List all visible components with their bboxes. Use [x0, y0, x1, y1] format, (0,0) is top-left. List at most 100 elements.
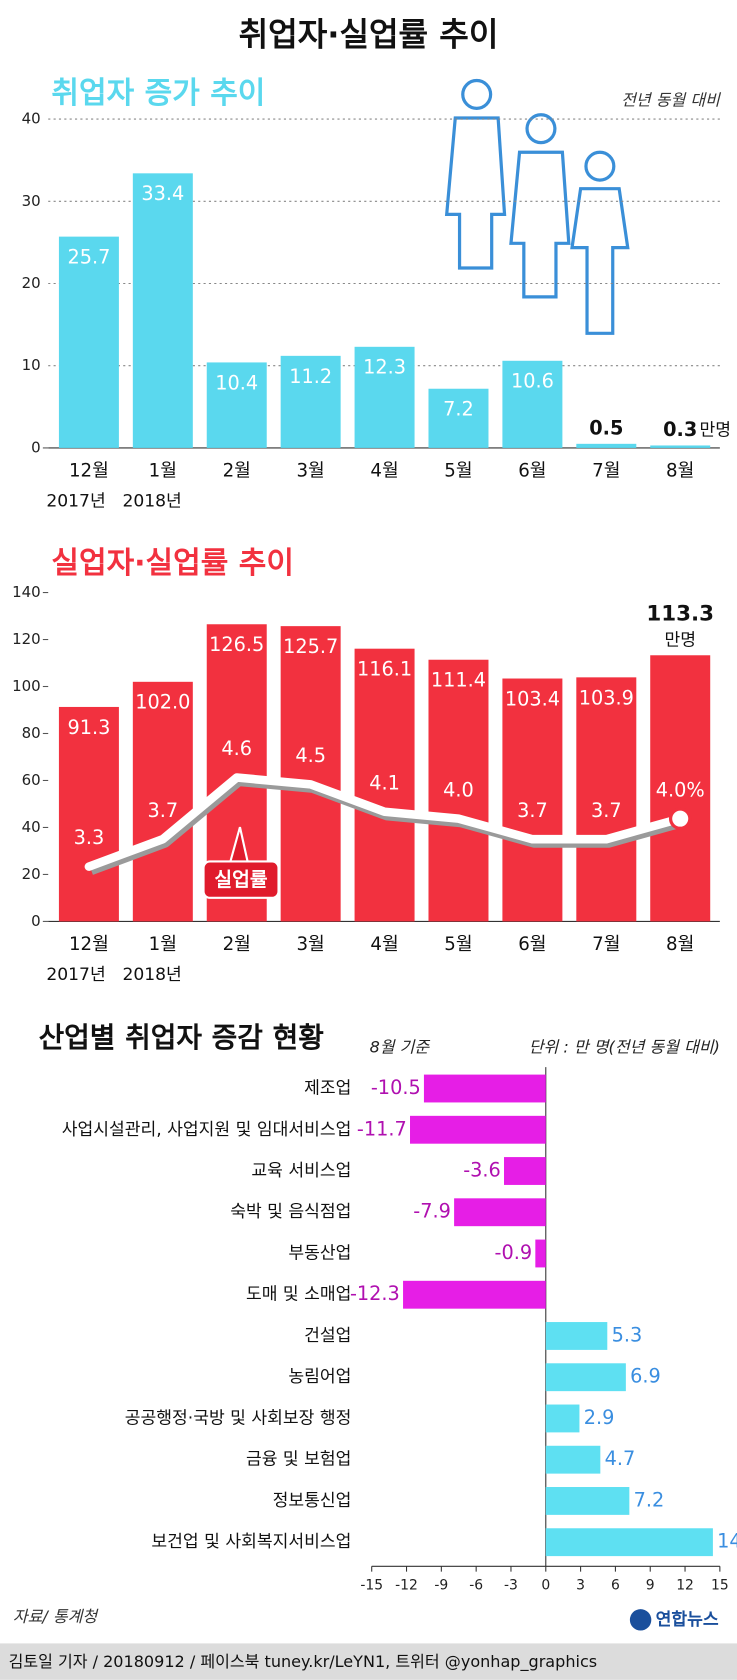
y-tick-label: 60: [22, 771, 41, 789]
x-tick-label: 5월: [444, 461, 472, 482]
y-tick-label: 제조업: [304, 1079, 351, 1099]
legend-label: 실업률: [214, 868, 267, 891]
value-label: 12.3: [363, 356, 406, 379]
rate-label: 3.7: [148, 799, 179, 822]
x-tick-label: 0: [541, 1578, 550, 1594]
chart-title: 산업별 취업자 증감 현황: [39, 1021, 325, 1054]
x-tick-label: 4월: [370, 461, 398, 482]
value-label: -10.5: [371, 1076, 421, 1099]
x-tick-label: 1월: [149, 461, 177, 482]
x-tick-label: 7월: [592, 461, 620, 482]
bar: [206, 362, 267, 448]
x-tick-label: 15: [711, 1578, 729, 1594]
rate-label: 3.7: [591, 799, 622, 822]
value-label: 10.6: [511, 370, 554, 393]
x-tick-label: 3월: [296, 461, 324, 482]
value-label: 102.0: [135, 691, 190, 714]
x-tick-label: 12월: [69, 461, 109, 482]
value-label: 0.3: [663, 418, 697, 441]
unit-label: 만명: [700, 420, 732, 440]
x-tick-label: -3: [504, 1578, 518, 1594]
year-label: 2017년: [46, 965, 105, 985]
y-tick-label: 40: [22, 110, 41, 128]
x-tick-label: 8월: [666, 461, 694, 482]
y-tick-label: 80: [22, 724, 41, 742]
y-tick-label: 부동산업: [288, 1243, 351, 1263]
y-tick-label: 사업시설관리, 사업지원 및 임대서비스업: [62, 1120, 352, 1140]
x-tick-label: -12: [395, 1578, 418, 1594]
bar: [354, 346, 415, 448]
unit-note: 단위 : 만 명(전년 동월 대비): [529, 1037, 720, 1056]
bar: [576, 443, 637, 448]
chart-note: 전년 동월 대비: [621, 90, 721, 109]
credit: 김토일 기자 / 20180912 / 페이스북 tuney.kr/LeYN1,…: [9, 1652, 598, 1672]
bar: [535, 1239, 546, 1268]
bar: [58, 236, 119, 448]
bar: [428, 388, 489, 448]
value-label: -12.3: [350, 1282, 400, 1305]
x-tick-label: 4월: [370, 934, 398, 955]
x-tick-label: 6월: [518, 934, 546, 955]
y-tick-label: 정보통신업: [273, 1491, 352, 1511]
y-tick-label: 공공행정·국방 및 사회보장 행정: [125, 1408, 352, 1428]
bar: [58, 706, 119, 922]
x-tick-label: 6: [611, 1578, 620, 1594]
x-tick-label: 8월: [666, 934, 694, 955]
y-tick-label: 120: [12, 630, 41, 648]
year-label: 2017년: [46, 491, 105, 511]
y-tick-label: 20: [22, 274, 41, 292]
value-label: 113.3: [646, 602, 714, 627]
year-label: 2018년: [122, 965, 181, 985]
rate-label: 4.0%: [656, 778, 705, 801]
x-tick-label: 5월: [444, 934, 472, 955]
footer-band: [0, 1643, 737, 1680]
bar: [545, 1404, 580, 1433]
y-tick-label: 교육 서비스업: [251, 1161, 351, 1181]
bar: [280, 355, 341, 448]
value-label: 6.9: [630, 1365, 661, 1388]
value-label: 103.9: [579, 686, 634, 709]
value-label: 111.4: [431, 669, 486, 692]
people-illustration: [444, 78, 630, 335]
bar: [354, 648, 415, 922]
x-tick-label: -6: [469, 1578, 483, 1594]
x-tick-label: 2월: [223, 934, 251, 955]
x-tick-label: 6월: [518, 461, 546, 482]
y-tick-label: 100: [12, 677, 41, 695]
value-label: 0.5: [589, 416, 623, 439]
y-tick-label: 도매 및 소매업: [246, 1285, 351, 1305]
bar: [403, 1280, 546, 1309]
rate-label: 4.1: [369, 771, 400, 794]
bar: [454, 1198, 546, 1227]
x-tick-label: 1월: [149, 934, 177, 955]
bar: [545, 1445, 601, 1474]
main-title: 취업자·실업률 추이: [239, 16, 499, 54]
x-tick-label: 3: [576, 1578, 585, 1594]
bar: [504, 1157, 546, 1185]
bar: [545, 1322, 608, 1350]
y-tick-label: 0: [31, 912, 41, 930]
value-label: 14.4: [717, 1530, 737, 1553]
bar: [410, 1115, 546, 1144]
rate-line: [84, 773, 685, 871]
rate-label: 3.7: [517, 799, 548, 822]
y-tick-label: 140: [12, 583, 41, 601]
bar: [545, 1363, 626, 1392]
x-tick-label: 12월: [69, 934, 109, 955]
rate-end-marker: [668, 807, 692, 830]
y-tick-label: 금융 및 보험업: [246, 1450, 351, 1470]
unit-label: 만명: [664, 630, 696, 650]
y-tick-label: 0: [31, 438, 41, 456]
chart-title: 취업자 증가 추이: [51, 76, 265, 111]
bar: [132, 681, 193, 922]
y-tick-label: 20: [22, 865, 41, 883]
x-tick-label: 12: [676, 1578, 694, 1594]
legend-box: [202, 860, 280, 899]
value-label: -11.7: [357, 1117, 407, 1140]
bar: [650, 445, 711, 448]
value-label: 116.1: [357, 658, 412, 681]
x-tick-label: 9: [646, 1578, 655, 1594]
logo: 연합뉴스: [656, 1609, 719, 1630]
